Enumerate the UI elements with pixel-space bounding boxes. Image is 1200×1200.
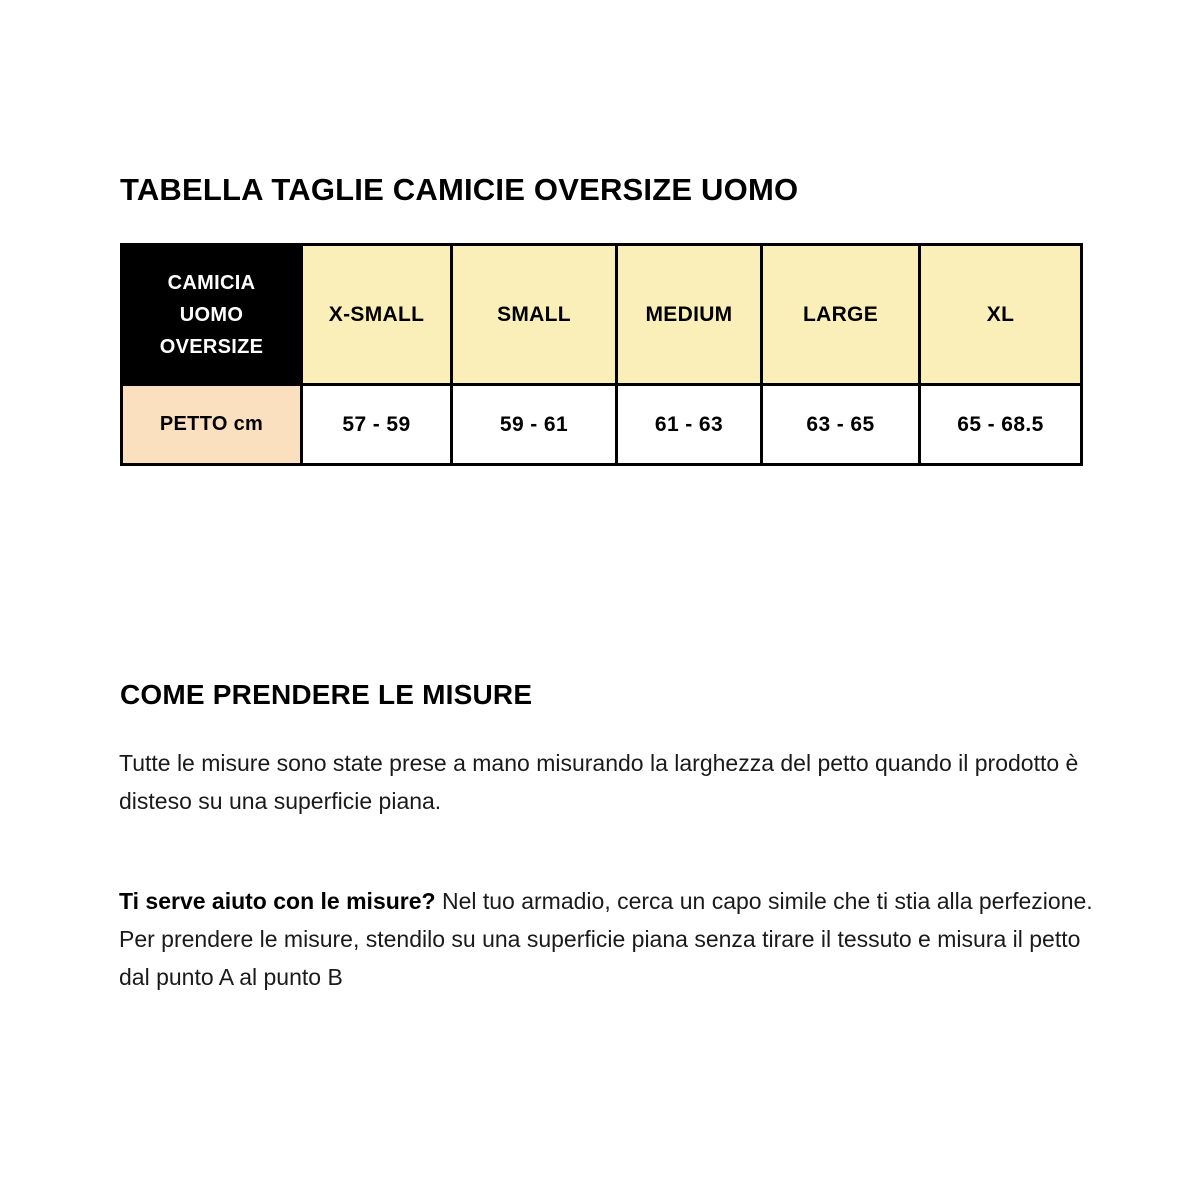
row-label-petto: PETTO cm [120,383,303,466]
measure-petto-small: 59 - 61 [450,383,618,466]
measure-petto-xsmall: 57 - 59 [300,383,453,466]
size-table-container: CAMICIA UOMO OVERSIZE X-SMALL SMALL MEDI… [120,243,1083,466]
measure-paragraph-2-rest: Nel tuo armadio, cerca un capo simile ch… [119,888,1093,990]
size-header-xsmall: X-SMALL [300,243,453,386]
size-chart-table: CAMICIA UOMO OVERSIZE X-SMALL SMALL MEDI… [120,243,1083,466]
size-header-xl: XL [918,243,1083,386]
page-title: TABELLA TAGLIE CAMICIE OVERSIZE UOMO [120,171,799,207]
measure-petto-large: 63 - 65 [760,383,921,466]
size-header-large: LARGE [760,243,921,386]
measure-petto-xl: 65 - 68.5 [918,383,1083,466]
corner-label-line-2: UOMO [179,303,244,326]
table-row: PETTO cm 57 - 59 59 - 61 61 - 63 63 - 65… [120,383,1083,466]
section-heading-come-prendere-le-misure: COME PRENDERE LE MISURE [120,679,533,711]
corner-label-line-1: CAMICIA [167,271,256,294]
measure-paragraph-2-lead: Ti serve aiuto con le misure? [119,888,436,914]
measure-paragraph-2: Ti serve aiuto con le misure? Nel tuo ar… [119,882,1094,996]
size-header-medium: MEDIUM [615,243,763,386]
table-header-row: CAMICIA UOMO OVERSIZE X-SMALL SMALL MEDI… [120,243,1083,386]
size-header-small: SMALL [450,243,618,386]
measure-paragraph-1: Tutte le misure sono state prese a mano … [119,750,1079,814]
table-corner-label: CAMICIA UOMO OVERSIZE [120,243,303,386]
corner-label-line-3: OVERSIZE [159,335,264,358]
measure-petto-medium: 61 - 63 [615,383,763,466]
